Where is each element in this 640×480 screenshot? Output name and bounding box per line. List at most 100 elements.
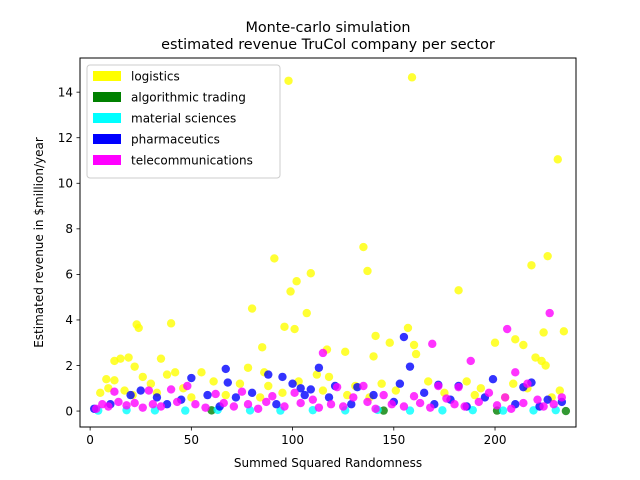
x-tick-label: 100 xyxy=(281,433,304,447)
data-point xyxy=(359,242,368,252)
data-point xyxy=(377,379,386,388)
y-tick-label: 4 xyxy=(65,313,73,327)
data-point xyxy=(527,261,536,270)
data-point xyxy=(130,362,139,371)
legend-swatch xyxy=(93,155,121,165)
data-point xyxy=(211,389,220,399)
data-point xyxy=(126,390,135,400)
data-point xyxy=(156,354,166,363)
data-point xyxy=(428,339,437,349)
data-point xyxy=(166,385,176,394)
data-point xyxy=(371,404,380,413)
data-point xyxy=(247,304,257,313)
data-point xyxy=(136,386,145,395)
data-point xyxy=(347,400,356,409)
data-point xyxy=(284,76,293,85)
data-point xyxy=(454,286,463,295)
data-point xyxy=(308,395,318,404)
y-axis-ticks: 0 2 4 6 8 10 12 14 xyxy=(58,85,80,418)
data-point xyxy=(314,403,324,412)
data-point xyxy=(280,322,289,331)
y-tick-label: 12 xyxy=(58,131,73,145)
data-point xyxy=(253,404,263,413)
data-point xyxy=(148,400,158,409)
data-point xyxy=(369,390,378,400)
data-point xyxy=(306,385,315,394)
data-point xyxy=(363,397,372,407)
data-point xyxy=(426,403,435,412)
data-point xyxy=(434,381,443,391)
data-point xyxy=(183,381,192,391)
x-tick-label: 50 xyxy=(184,433,199,447)
y-axis-label: Estimated revenue in $million/year xyxy=(32,137,46,348)
data-point xyxy=(170,368,180,377)
data-point xyxy=(314,363,324,372)
data-point xyxy=(221,364,230,374)
x-tick-label: 150 xyxy=(382,433,405,447)
data-point xyxy=(110,376,119,385)
legend-label: logistics xyxy=(131,70,180,84)
data-point xyxy=(278,372,287,382)
data-point xyxy=(557,393,567,402)
data-point xyxy=(152,393,162,402)
data-point xyxy=(511,368,520,377)
data-point xyxy=(341,347,350,357)
data-point xyxy=(438,406,447,415)
series-4 xyxy=(92,308,567,413)
data-point xyxy=(403,323,413,333)
data-point xyxy=(187,393,196,402)
data-point xyxy=(247,388,257,398)
data-point xyxy=(229,402,239,411)
data-point xyxy=(541,361,550,370)
data-point xyxy=(288,379,297,388)
data-point xyxy=(278,388,287,398)
data-point xyxy=(116,354,125,363)
data-point xyxy=(474,397,484,407)
data-point xyxy=(545,308,554,318)
data-point xyxy=(258,343,267,352)
data-point xyxy=(296,398,305,408)
data-point xyxy=(411,349,421,359)
data-point xyxy=(460,402,469,411)
data-point xyxy=(286,287,295,296)
data-point xyxy=(409,340,419,350)
data-point xyxy=(338,402,348,411)
data-point xyxy=(553,155,562,164)
data-point xyxy=(114,397,123,407)
data-point xyxy=(533,395,542,404)
data-point xyxy=(130,398,139,408)
data-point xyxy=(555,386,564,395)
data-point xyxy=(300,390,309,400)
data-point xyxy=(144,386,154,395)
chart-title-line1: Monte-carlo simulation xyxy=(245,20,410,36)
data-point xyxy=(166,319,176,328)
data-point xyxy=(292,277,301,286)
data-point xyxy=(543,251,552,261)
data-point xyxy=(187,373,196,383)
chart-title-line2: estimated revenue TruCol company per sec… xyxy=(161,37,495,53)
data-point xyxy=(379,390,388,400)
data-point xyxy=(476,384,486,393)
data-point xyxy=(181,406,190,415)
data-point xyxy=(559,327,569,336)
data-point xyxy=(324,372,334,382)
data-point xyxy=(280,402,289,411)
data-point xyxy=(191,400,200,409)
series-0 xyxy=(96,73,569,402)
data-point xyxy=(197,368,206,377)
y-tick-label: 6 xyxy=(65,268,73,282)
data-point xyxy=(509,379,518,388)
data-point xyxy=(146,379,156,388)
data-point xyxy=(419,388,429,398)
legend-swatch xyxy=(93,92,121,102)
legend-label: algorithmic trading xyxy=(131,91,246,105)
data-point xyxy=(243,400,253,409)
data-point xyxy=(349,393,358,402)
data-point xyxy=(363,266,372,276)
data-point xyxy=(523,379,532,388)
legend-swatch xyxy=(93,71,121,81)
data-point xyxy=(235,379,245,388)
data-point xyxy=(122,401,131,410)
data-point xyxy=(243,363,253,372)
